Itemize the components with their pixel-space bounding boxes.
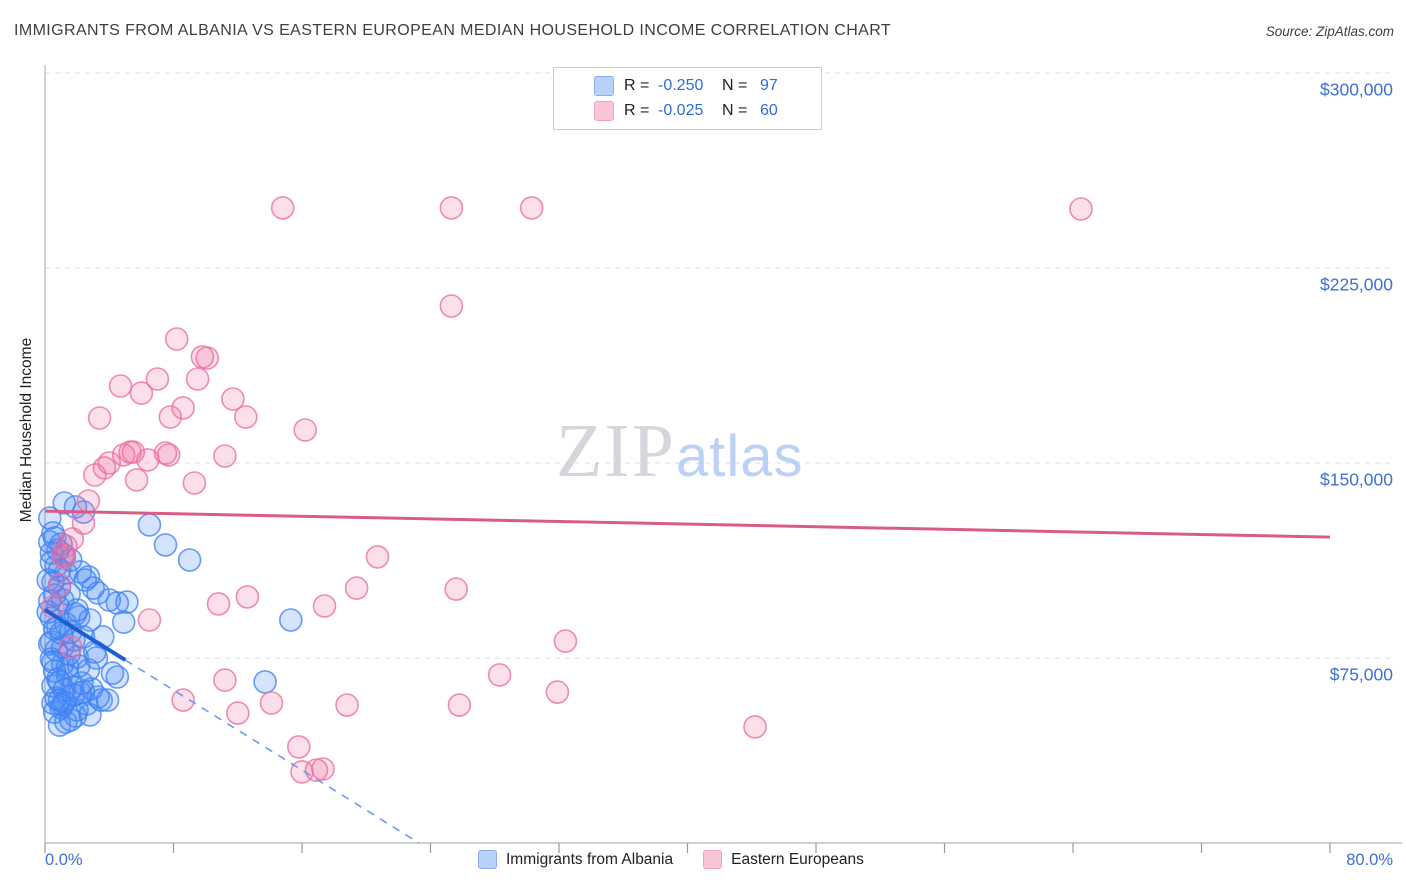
data-point-eastern-european[interactable]	[444, 577, 469, 601]
legend-item-eastern-europeans: Eastern Europeans	[703, 850, 864, 869]
data-point-eastern-european[interactable]	[195, 346, 219, 370]
data-point-eastern-european[interactable]	[164, 327, 189, 351]
trendline-albania	[43, 608, 127, 662]
data-point-eastern-european[interactable]	[259, 691, 284, 715]
data-point-eastern-european[interactable]	[221, 387, 245, 411]
data-point-eastern-european[interactable]	[92, 456, 117, 480]
data-point-eastern-european[interactable]	[47, 573, 72, 597]
data-point-eastern-european[interactable]	[58, 635, 83, 659]
n-label: N =	[722, 102, 748, 119]
data-point-eastern-european[interactable]	[293, 418, 318, 442]
data-point-eastern-european[interactable]	[234, 405, 258, 429]
data-point-albania[interactable]	[153, 533, 178, 557]
blue-legend-swatch	[594, 76, 614, 96]
data-point-eastern-european[interactable]	[226, 701, 250, 725]
data-point-eastern-european[interactable]	[54, 534, 78, 559]
data-point-eastern-european[interactable]	[137, 608, 162, 632]
correlation-legend: R = -0.250 N = 97 R = -0.025 N = 60	[553, 67, 822, 130]
data-point-albania[interactable]	[105, 591, 130, 615]
data-point-eastern-european[interactable]	[182, 471, 207, 495]
data-point-albania[interactable]	[63, 602, 88, 626]
data-point-albania[interactable]	[66, 605, 91, 629]
source-credit: Source: ZipAtlas.com	[1265, 24, 1394, 39]
trendline-eastern-europeans	[44, 509, 1331, 539]
y-axis-title: Median Household Income	[18, 337, 35, 523]
data-point-eastern-european[interactable]	[344, 576, 369, 600]
data-point-eastern-european[interactable]	[286, 735, 311, 759]
data-point-eastern-european[interactable]	[213, 668, 237, 692]
y-tick-label: $300,000	[1320, 79, 1393, 100]
data-point-eastern-european[interactable]	[171, 688, 195, 712]
data-point-eastern-european[interactable]	[145, 367, 170, 391]
r-label: R =	[624, 77, 650, 94]
data-point-albania[interactable]	[278, 608, 303, 632]
n-value: 97	[760, 77, 778, 94]
data-point-eastern-european[interactable]	[487, 663, 512, 687]
r-value: -0.250	[658, 77, 704, 94]
pink-legend-swatch	[594, 101, 614, 121]
y-tick-label: $150,000	[1320, 469, 1393, 490]
y-tick-label: $75,000	[1329, 664, 1393, 685]
data-point-albania[interactable]	[177, 548, 202, 572]
y-tick-label: $225,000	[1320, 274, 1393, 295]
data-point-albania[interactable]	[47, 713, 72, 737]
legend-label-albania: Immigrants from Albania	[506, 850, 674, 868]
data-point-albania[interactable]	[79, 677, 104, 701]
data-point-eastern-european[interactable]	[76, 489, 101, 513]
data-point-eastern-european[interactable]	[121, 440, 146, 464]
data-point-eastern-european[interactable]	[111, 443, 136, 467]
data-point-eastern-european[interactable]	[87, 406, 112, 430]
data-point-eastern-european[interactable]	[519, 196, 544, 220]
data-point-eastern-european[interactable]	[129, 381, 154, 405]
trendline-albania-extension	[124, 659, 420, 844]
data-point-albania[interactable]	[137, 513, 162, 537]
blue-legend-swatch	[478, 850, 497, 869]
data-point-eastern-european[interactable]	[311, 757, 335, 781]
pink-legend-swatch	[703, 850, 723, 869]
legend-label-eastern-europeans: Eastern Europeans	[731, 850, 864, 868]
page-title: IMMIGRANTS FROM ALBANIA VS EASTERN EUROP…	[14, 22, 892, 39]
data-point-eastern-european[interactable]	[335, 693, 359, 717]
data-point-eastern-european[interactable]	[447, 693, 472, 717]
data-point-eastern-european[interactable]	[312, 594, 337, 618]
data-point-eastern-european[interactable]	[108, 374, 133, 398]
data-point-eastern-european[interactable]	[124, 468, 149, 492]
data-point-albania[interactable]	[76, 565, 101, 589]
legend-item-albania: Immigrants from Albania	[478, 850, 673, 869]
series-legend: Immigrants from Albania Eastern European…	[478, 850, 864, 869]
n-label: N =	[722, 77, 748, 94]
data-point-eastern-european[interactable]	[439, 294, 464, 318]
data-point-albania[interactable]	[49, 696, 73, 720]
r-value: -0.025	[658, 102, 704, 119]
r-label: R =	[624, 102, 650, 119]
n-value: 60	[760, 102, 778, 119]
data-point-eastern-european[interactable]	[1069, 197, 1093, 221]
data-point-eastern-european[interactable]	[439, 196, 464, 220]
data-point-eastern-european[interactable]	[158, 405, 183, 429]
data-point-albania[interactable]	[253, 670, 277, 694]
x-axis-max-label: 80.0%	[1346, 851, 1393, 869]
data-point-eastern-european[interactable]	[743, 715, 767, 739]
data-point-albania[interactable]	[54, 710, 78, 734]
data-point-albania[interactable]	[115, 590, 139, 614]
data-point-eastern-european[interactable]	[171, 396, 195, 420]
data-point-eastern-european[interactable]	[156, 443, 181, 467]
legend-row-eastern-european: R = -0.025 N = 60	[594, 101, 809, 121]
data-point-eastern-european[interactable]	[270, 196, 295, 220]
data-point-albania[interactable]	[105, 665, 130, 689]
data-point-eastern-european[interactable]	[545, 680, 570, 704]
data-point-eastern-european[interactable]	[213, 444, 237, 468]
data-point-eastern-european[interactable]	[206, 592, 231, 616]
data-point-eastern-european[interactable]	[553, 629, 578, 653]
data-point-eastern-european[interactable]	[185, 367, 210, 391]
x-axis-min-label: 0.0%	[45, 851, 83, 869]
data-point-eastern-european[interactable]	[235, 585, 260, 609]
data-point-eastern-european[interactable]	[365, 545, 390, 569]
legend-row-albania: R = -0.250 N = 97	[594, 76, 809, 96]
